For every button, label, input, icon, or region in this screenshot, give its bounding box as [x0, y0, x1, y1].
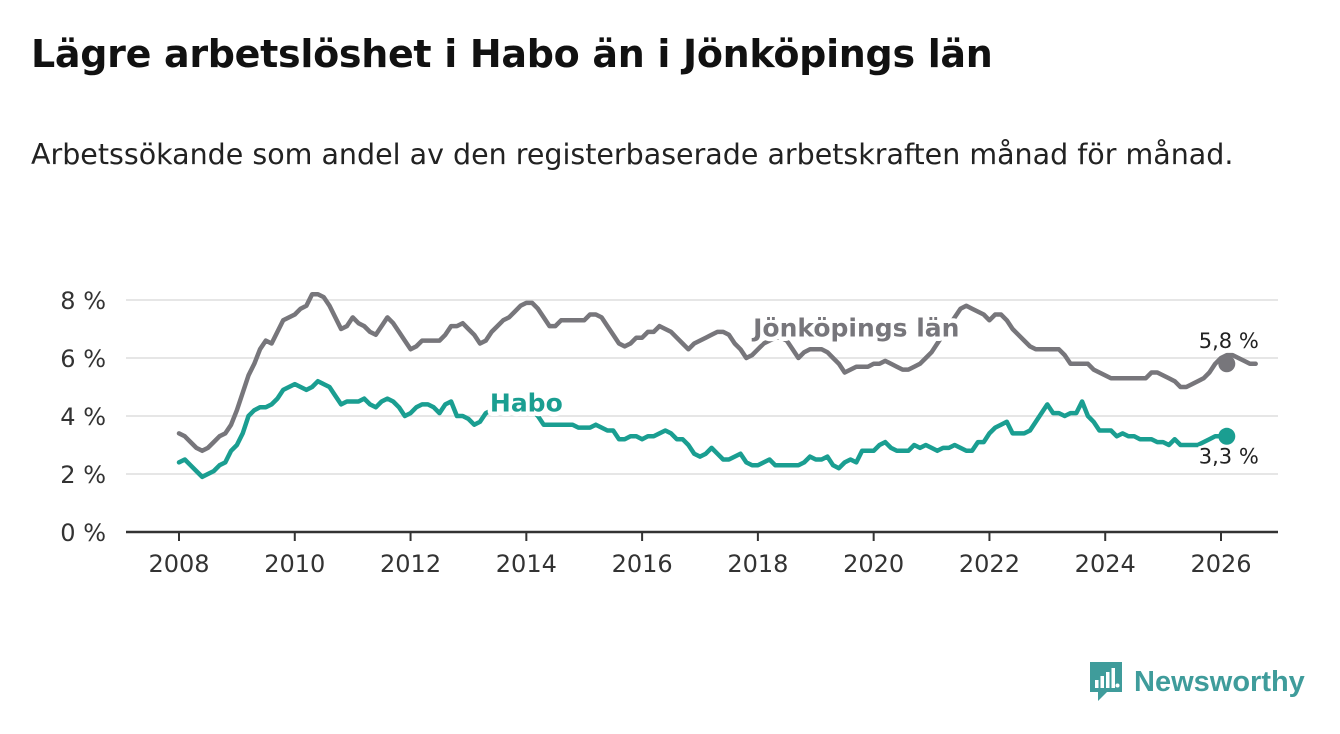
newsworthy-logo-icon — [1090, 662, 1122, 701]
x-tick-label: 2008 — [148, 550, 209, 578]
x-tick-label: 2018 — [727, 550, 788, 578]
series-label-habo: Habo — [490, 389, 563, 418]
y-tick-label: 0 % — [60, 519, 106, 547]
x-tick-label: 2016 — [612, 550, 673, 578]
x-tick-label: 2026 — [1190, 550, 1251, 578]
end-point-habo — [1218, 427, 1236, 445]
x-tick-label: 2010 — [264, 550, 325, 578]
end-point-jonkoping — [1218, 355, 1236, 373]
series-label-jonkoping: Jönköpings län — [751, 313, 959, 342]
end-label-jonkoping: 5,8 % — [1199, 329, 1259, 353]
y-tick-label: 8 % — [60, 287, 106, 315]
newsworthy-logo[interactable]: Newsworthy — [1088, 660, 1305, 704]
y-tick-label: 4 % — [60, 403, 106, 431]
end-label-habo: 3,3 % — [1199, 444, 1259, 468]
x-tick-label: 2024 — [1075, 550, 1136, 578]
y-tick-label: 6 % — [60, 345, 106, 373]
chart-subtitle: Arbetssökande som andel av den registerb… — [31, 138, 1234, 171]
series-line-jonkoping — [176, 291, 1258, 454]
x-tick-label: 2012 — [380, 550, 441, 578]
brand-name: Newsworthy — [1134, 665, 1305, 698]
x-tick-label: 2022 — [959, 550, 1020, 578]
x-tick-label: 2020 — [843, 550, 904, 578]
x-tick-label: 2014 — [496, 550, 557, 578]
chart-title: Lägre arbetslöshet i Habo än i Jönköping… — [31, 32, 993, 76]
series-line-habo — [176, 378, 1230, 480]
y-tick-label: 2 % — [60, 461, 106, 489]
